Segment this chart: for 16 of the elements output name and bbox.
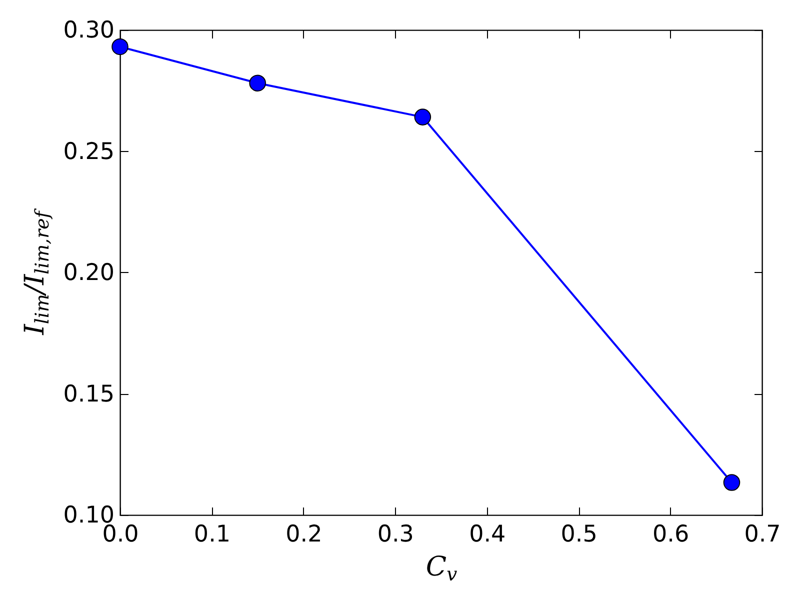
x-tick-label: 0.1 bbox=[194, 522, 231, 548]
point bbox=[112, 38, 128, 56]
x-tick-label: 0.2 bbox=[286, 522, 322, 548]
point bbox=[414, 108, 432, 126]
y-tick-label: 0.30 bbox=[63, 18, 114, 44]
x-tick-label: 0.4 bbox=[469, 522, 506, 548]
x-tick-label: 0.7 bbox=[744, 522, 781, 548]
y-tick-label: 0.15 bbox=[63, 381, 114, 408]
point bbox=[249, 74, 266, 92]
point bbox=[723, 474, 740, 491]
y-tick-label: 0.20 bbox=[63, 260, 114, 286]
y-tick-label: 0.25 bbox=[63, 138, 114, 165]
x-tick-label: 0.3 bbox=[377, 522, 414, 548]
x-tick-label: 0.5 bbox=[560, 522, 598, 548]
x-tick-label: 0.6 bbox=[652, 522, 690, 548]
x-axis-title: C$_{v}$ bbox=[426, 552, 458, 586]
